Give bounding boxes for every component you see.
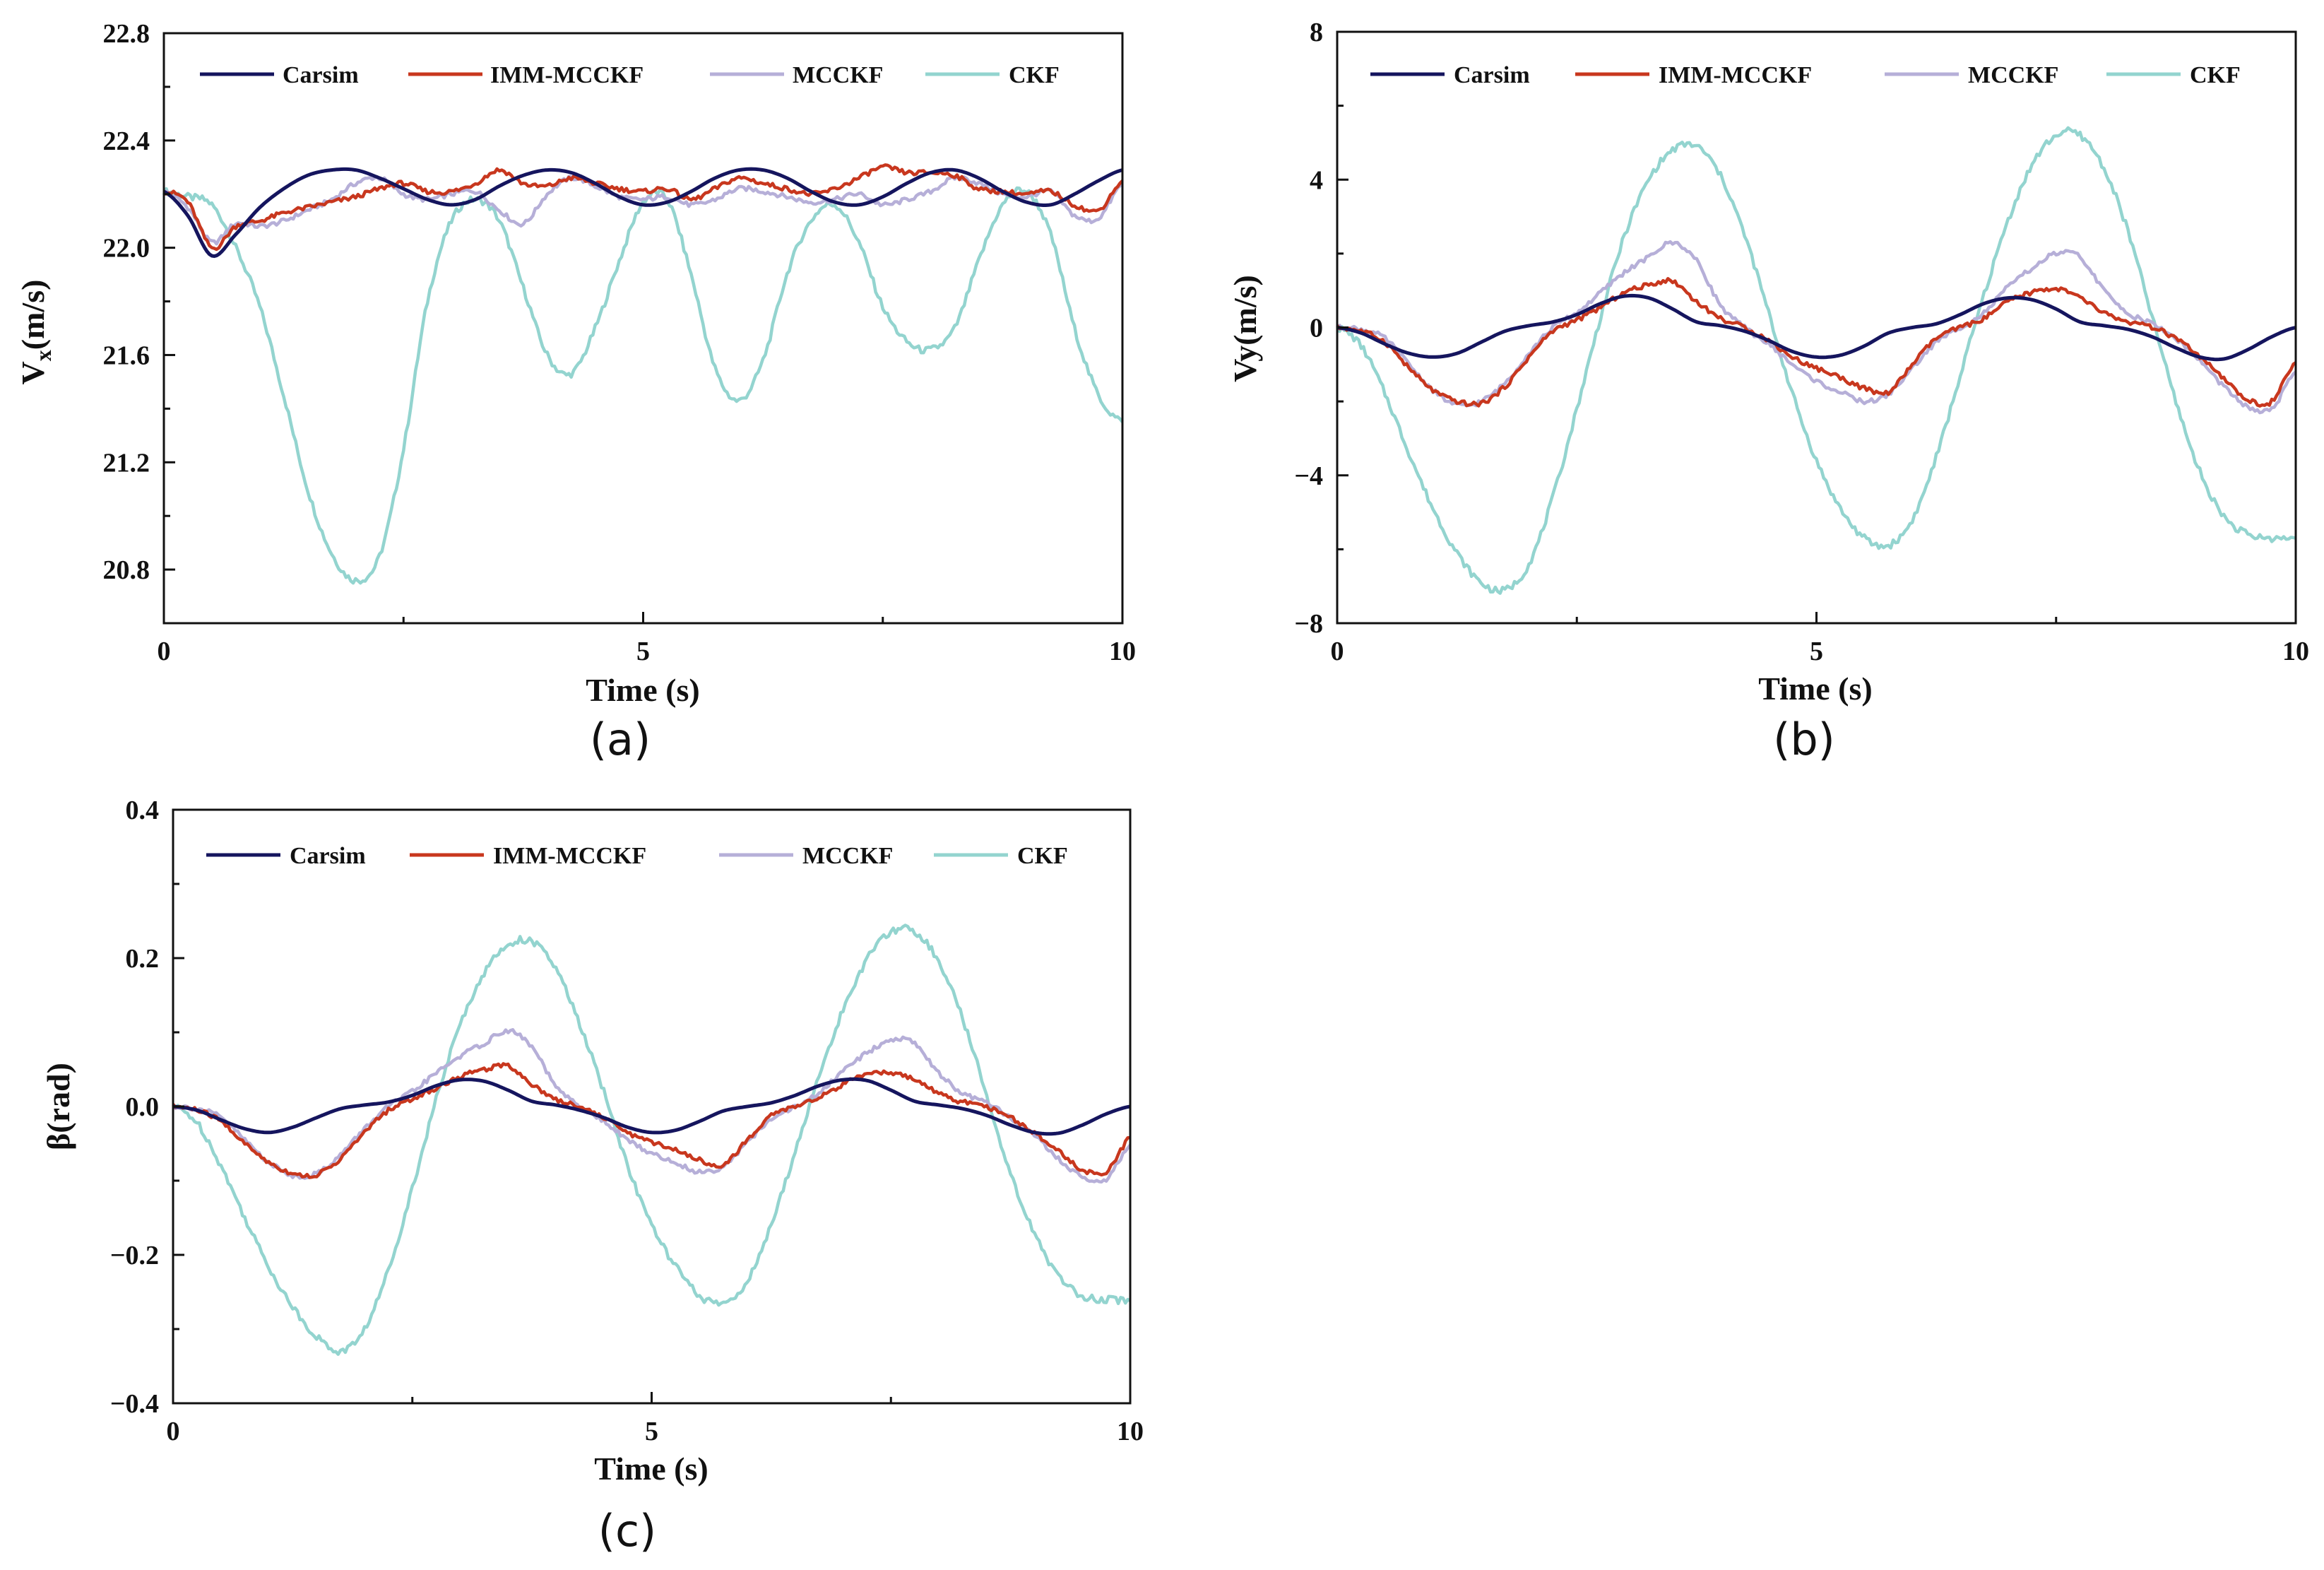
plot-frame-a [162, 32, 1124, 625]
y-tick-label-c: 0.0 [126, 1092, 160, 1122]
y-tick-label-b: −8 [1294, 609, 1323, 639]
series-lines-b [1336, 126, 2297, 595]
y-tick-label-a: 22.0 [103, 234, 150, 264]
legend-label-carsim-b: Carsim [1454, 62, 1530, 88]
x-tick-label-c: 5 [645, 1417, 658, 1446]
ticks-c: 0 5 10 −0.4 −0.2 0.0 0.2 0.4 [110, 796, 1144, 1446]
legend-a: Carsim IMM-MCCKF MCCKF CKF [200, 62, 1060, 88]
panel-label-a: (a) [590, 714, 651, 765]
series-line-imm-mcckf-c [172, 1062, 1131, 1179]
series-line-ckf-b [1336, 126, 2296, 595]
legend-label-mcckf-b: MCCKF [1968, 62, 2058, 88]
y-tick-label-b: 4 [1310, 165, 1323, 195]
series-line-mcckf-a [162, 175, 1124, 246]
y-tick-label-c: 0.4 [126, 796, 160, 825]
ticks-a: 0 5 10 20.8 21.2 21.6 22.0 22.4 22.8 [103, 19, 1137, 666]
legend-label-imm-mcckf-b: IMM-MCCKF [1659, 62, 1812, 88]
chart-panel-b: 0 5 10 −8 −4 0 4 8 Carsim IMM-MCCKF MCCKF CKF T… [1227, 18, 2309, 765]
x-tick-label-b: 10 [2282, 637, 2309, 666]
series-line-carsim-a [162, 167, 1123, 259]
legend-label-imm-mcckf-c: IMM-MCCKF [493, 843, 646, 869]
series-line-carsim-b [1336, 293, 2296, 362]
x-tick-label-b: 0 [1331, 637, 1344, 666]
series-line-carsim-c [172, 1077, 1131, 1136]
legend-label-carsim-a: Carsim [283, 62, 359, 88]
series-line-ckf-c [172, 923, 1132, 1356]
y-tick-label-c: −0.2 [110, 1241, 159, 1270]
x-tick-label-a: 10 [1109, 637, 1136, 666]
x-tick-label-a: 0 [158, 637, 171, 666]
legend-label-carsim-c: Carsim [290, 843, 366, 869]
y-tick-label-a: 20.8 [103, 555, 150, 585]
legend-label-ckf-c: CKF [1017, 843, 1068, 869]
x-axis-title-a: Time (s) [586, 672, 699, 708]
series-line-imm-mcckf-a [163, 163, 1124, 252]
y-tick-label-a: 22.8 [103, 19, 150, 49]
x-axis-title-b: Time (s) [1758, 671, 1872, 707]
y-tick-label-b: −4 [1294, 461, 1323, 491]
legend-label-imm-mcckf-a: IMM-MCCKF [490, 62, 644, 88]
y-axis-title-a: Vx(m/s) [15, 280, 56, 385]
legend-label-ckf-b: CKF [2190, 62, 2241, 88]
series-line-imm-mcckf-b [1336, 277, 2297, 408]
y-tick-label-b: 0 [1310, 314, 1323, 343]
series-lines-c [172, 923, 1132, 1356]
legend-label-mcckf-a: MCCKF [793, 62, 883, 88]
legend-label-ckf-a: CKF [1009, 62, 1060, 88]
series-line-mcckf-b [1336, 240, 2297, 415]
ticks-b: 0 5 10 −8 −4 0 4 8 [1294, 18, 2309, 666]
series-lines-a [162, 163, 1124, 585]
y-axis-title-a-sub: x [30, 350, 56, 361]
panel-label-b: (b) [1773, 714, 1835, 765]
y-axis-title-b: Vy(m/s) [1227, 275, 1263, 382]
legend-b: Carsim IMM-MCCKF MCCKF CKF [1370, 62, 2241, 88]
y-axis-title-a-rest: (m/s) [15, 280, 51, 350]
x-tick-label-c: 10 [1117, 1417, 1144, 1446]
x-tick-label-a: 5 [636, 637, 650, 666]
panel-label-c: (c) [598, 1505, 656, 1557]
chart-panel-c: 0 5 10 −0.4 −0.2 0.0 0.2 0.4 Carsim IMM-MCCKF M… [40, 796, 1144, 1557]
chart-panel-a: 0 5 10 20.8 21.2 21.6 22.0 22.4 22.8 Carsim IMM-… [15, 19, 1136, 765]
y-tick-label-b: 8 [1310, 18, 1323, 47]
series-line-ckf-a [162, 186, 1124, 585]
y-tick-label-c: 0.2 [126, 944, 160, 974]
x-tick-label-c: 0 [167, 1417, 180, 1446]
y-tick-label-a: 21.2 [103, 448, 150, 478]
x-tick-label-b: 5 [1810, 637, 1823, 666]
y-tick-label-a: 21.6 [103, 341, 150, 370]
x-axis-title-c: Time (s) [594, 1451, 708, 1487]
y-tick-label-c: −0.4 [110, 1389, 159, 1419]
y-tick-label-a: 22.4 [103, 126, 150, 156]
legend-c: Carsim IMM-MCCKF MCCKF CKF [206, 843, 1068, 869]
y-axis-title-a-main: V [15, 361, 51, 384]
legend-label-mcckf-c: MCCKF [802, 843, 893, 869]
y-axis-title-c: β(rad) [40, 1063, 76, 1150]
